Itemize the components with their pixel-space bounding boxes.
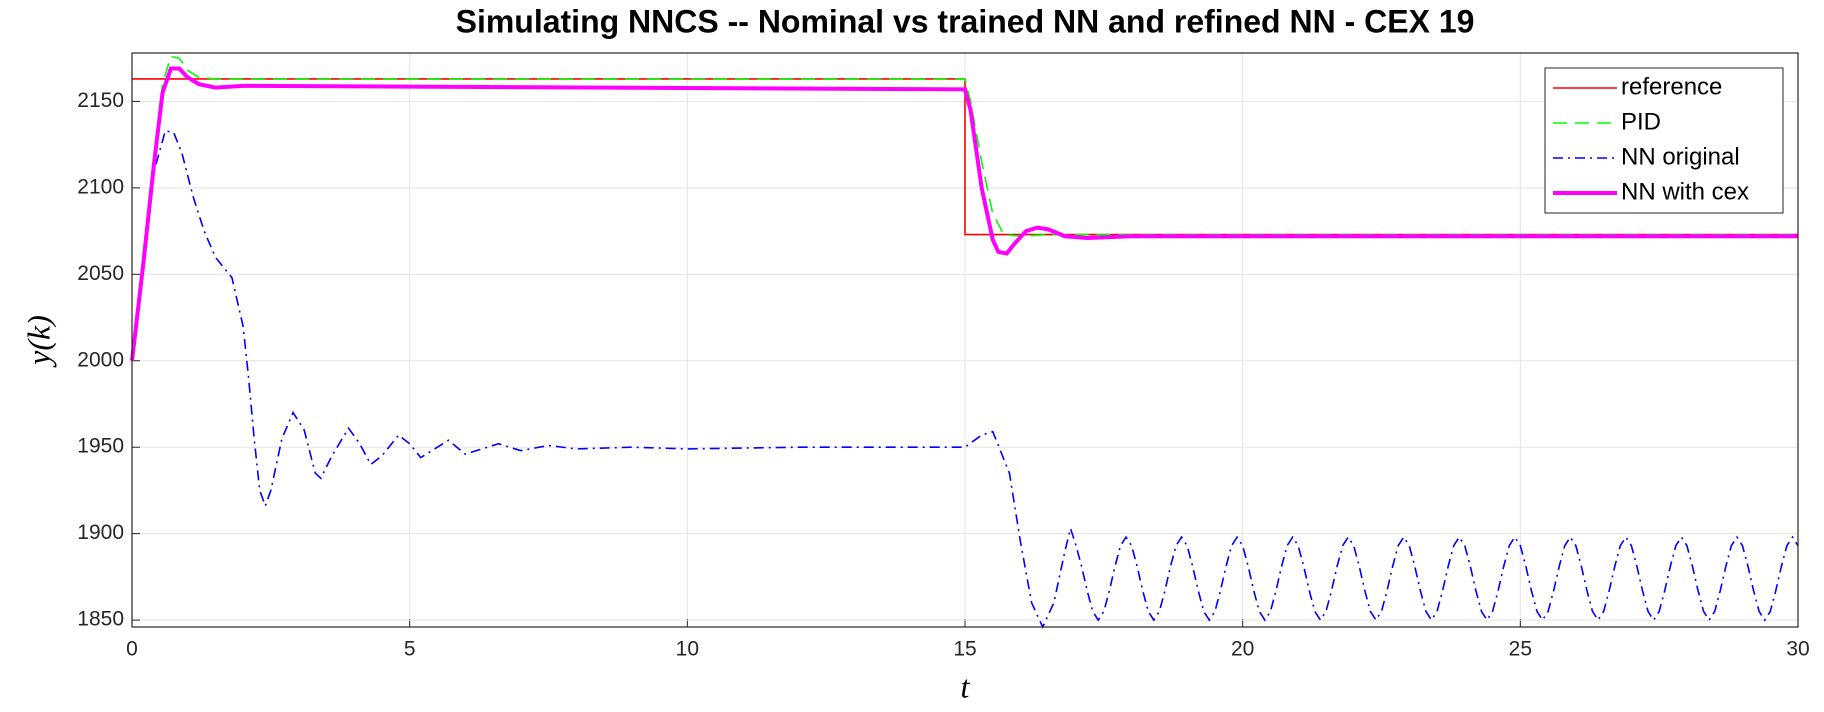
y-tick-label: 1950 bbox=[77, 435, 124, 458]
legend: reference PID NN original NN with cex bbox=[1544, 67, 1784, 214]
y-tick-label: 1900 bbox=[77, 521, 124, 544]
series-line bbox=[130, 66, 1798, 361]
y-tick-label: 2000 bbox=[77, 348, 124, 371]
chart-title: Simulating NNCS -- Nominal vs trained NN… bbox=[456, 3, 1475, 39]
plot-area bbox=[130, 55, 1799, 629]
x-tick-label: 10 bbox=[676, 638, 699, 661]
x-axis-label: t bbox=[961, 668, 971, 704]
x-tick-label: 30 bbox=[1786, 638, 1809, 661]
y-tick-label: 2100 bbox=[77, 175, 124, 198]
legend-label: NN original bbox=[1621, 143, 1740, 170]
x-tick-label: 25 bbox=[1509, 638, 1532, 661]
x-tick-label: 20 bbox=[1231, 638, 1254, 661]
legend-label: NN with cex bbox=[1621, 178, 1749, 205]
legend-label: reference bbox=[1621, 73, 1722, 100]
axes-box bbox=[131, 52, 1799, 628]
x-tick-label: 5 bbox=[404, 638, 416, 661]
y-axis-label: y(k) bbox=[20, 315, 56, 368]
x-tick-label: 0 bbox=[126, 638, 138, 661]
x-tick-label: 15 bbox=[953, 638, 976, 661]
grid: 0 5 10 15 20 25 30 1850 1900 1950 2000 2050 2100 2150 bbox=[77, 53, 1810, 661]
y-tick-label: 2150 bbox=[77, 89, 124, 112]
y-tick-label: 2050 bbox=[77, 262, 124, 285]
legend-box bbox=[1544, 67, 1784, 214]
legend-label: PID bbox=[1621, 108, 1661, 135]
y-tick-label: 1850 bbox=[77, 608, 124, 631]
series-line bbox=[131, 129, 1799, 629]
